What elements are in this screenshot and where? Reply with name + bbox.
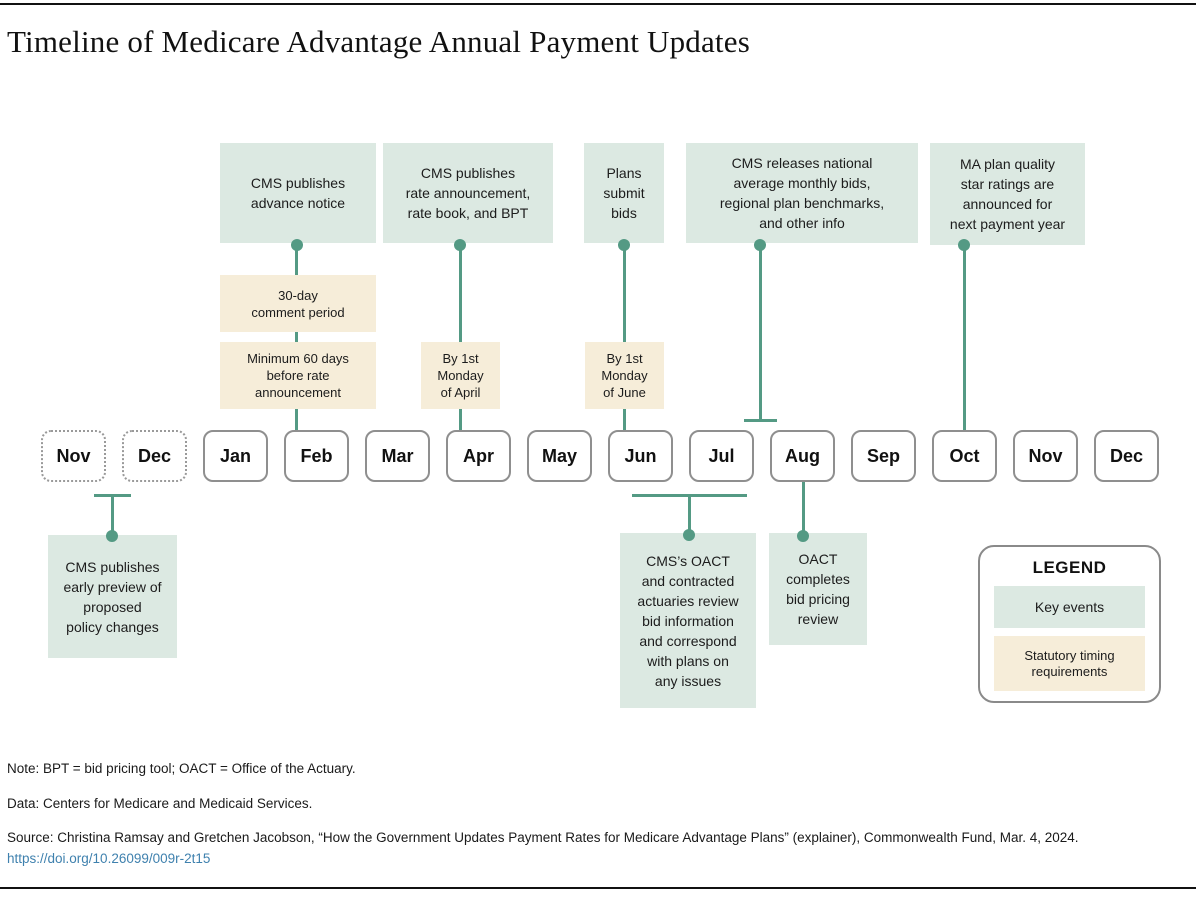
legend-key-events-swatch: Key events [994,586,1145,628]
connector-jun-dot [618,239,630,251]
month-jun: Jun [608,430,673,482]
event-advance-notice: CMS publishes advance notice [220,143,376,243]
connector-aug-dot [797,530,809,542]
connector-aug-line [802,482,805,537]
legend-title: LEGEND [1032,558,1107,577]
note-abbreviations: Note: BPT = bid pricing tool; OACT = Off… [7,761,356,776]
month-dec-next: Dec [1094,430,1159,482]
legend-statutory-swatch: Statutory timing requirements [994,636,1145,691]
connector-apr-line [459,245,462,430]
month-apr: Apr [446,430,511,482]
event-early-preview: CMS publishes early preview of proposed … [48,535,177,658]
statutory-min-60-days: Minimum 60 days before rate announcement [220,342,376,409]
month-may: May [527,430,592,482]
note-source: Source: Christina Ramsay and Gretchen Ja… [7,830,1079,845]
connector-oact-review-line [688,494,691,536]
connector-jul-aug-tbar [744,419,777,422]
event-oact-completes: OACT completes bid pricing review [769,533,867,645]
event-star-ratings: MA plan quality star ratings are announc… [930,143,1085,245]
page-title: Timeline of Medicare Advantage Annual Pa… [7,24,750,59]
connector-apr-dot [454,239,466,251]
month-jan: Jan [203,430,268,482]
event-oact-review: CMS’s OACT and contracted actuaries revi… [620,533,756,708]
statutory-first-monday-april: By 1st Monday of April [421,342,500,409]
month-sep: Sep [851,430,916,482]
connector-preview-line [111,494,114,537]
connector-jul-aug-dot [754,239,766,251]
statutory-first-monday-june: By 1st Monday of June [585,342,664,409]
month-nov-next: Nov [1013,430,1078,482]
connector-feb-dot [291,239,303,251]
source-link-row: https://doi.org/10.26099/009r-2t15 [7,851,210,866]
month-dec-prior: Dec [122,430,187,482]
month-oct: Oct [932,430,997,482]
event-plans-submit-bids: Plans submit bids [584,143,664,243]
event-rate-announcement: CMS publishes rate announcement, rate bo… [383,143,553,243]
connector-oct-dot [958,239,970,251]
connector-oct-line [963,245,966,430]
bottom-rule [0,887,1196,889]
month-mar: Mar [365,430,430,482]
legend: LEGEND Key events Statutory timing requi… [978,545,1161,703]
note-data-source: Data: Centers for Medicare and Medicaid … [7,796,313,811]
doi-link[interactable]: https://doi.org/10.26099/009r-2t15 [7,851,211,866]
event-cms-releases-bids: CMS releases national average monthly bi… [686,143,918,243]
statutory-30-day-comment: 30-day comment period [220,275,376,332]
month-nov-prior: Nov [41,430,106,482]
month-feb: Feb [284,430,349,482]
top-rule [0,3,1196,5]
connector-oact-review-dot [683,529,695,541]
connector-preview-dot [106,530,118,542]
month-jul: Jul [689,430,754,482]
connector-jun-line [623,245,626,430]
connector-feb-line [295,245,298,430]
month-aug: Aug [770,430,835,482]
connector-jul-aug-line [759,245,762,421]
